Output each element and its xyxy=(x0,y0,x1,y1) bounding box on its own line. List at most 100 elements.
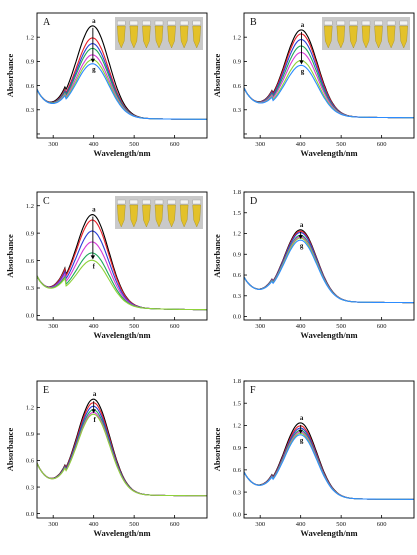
x-tick-label: 600 xyxy=(377,521,387,528)
y-tick-label: 1.2 xyxy=(26,34,34,41)
series-line-c xyxy=(37,405,207,497)
x-tick-label: 300 xyxy=(48,141,58,148)
y-tick-label: 0.9 xyxy=(26,59,34,66)
tube-cap xyxy=(324,20,333,26)
y-tick-label: 1.2 xyxy=(26,405,34,412)
plot-frame xyxy=(36,12,208,139)
series-line-e xyxy=(244,51,414,119)
x-axis-title: Wavelength/nm xyxy=(93,330,150,340)
plot-frame xyxy=(243,191,415,321)
x-tick-label: 400 xyxy=(296,521,306,528)
panel-D: 300 400 500 600 0.0 0.3 0.6 0.9 1.2 1.5 1.8 Wavelen… xyxy=(212,189,415,340)
tube-cap xyxy=(142,199,151,205)
curve-label-top: a xyxy=(93,390,97,398)
x-tick-label: 600 xyxy=(170,521,180,528)
y-tick-label: 0.6 xyxy=(233,83,242,90)
y-tick-label: 0.6 xyxy=(26,458,35,465)
tube-cap xyxy=(167,199,176,205)
x-tick-label: 400 xyxy=(89,323,99,330)
y-tick-label: 1.2 xyxy=(233,231,241,238)
tube-cap xyxy=(179,199,189,205)
curve-label-top: a xyxy=(300,221,304,229)
y-tick-label: 1.2 xyxy=(233,423,241,430)
y-tick-label: 0.3 xyxy=(26,107,34,114)
y-tick-label: 0.9 xyxy=(26,431,34,438)
series-line-b xyxy=(244,230,414,304)
tube-cap xyxy=(129,199,139,205)
y-tick-label: 0.0 xyxy=(26,511,34,518)
curves xyxy=(244,29,414,119)
x-tick-label: 500 xyxy=(129,141,139,148)
y-axis-title: Absorbance xyxy=(212,54,222,98)
tube-cap xyxy=(129,20,139,26)
y-axis-title: Absorbance xyxy=(212,234,222,278)
series-line-d xyxy=(244,45,414,119)
panel-letter: D xyxy=(250,196,257,207)
x-tick-label: 500 xyxy=(336,141,346,148)
series-line-e xyxy=(244,431,414,500)
y-tick-label: 1.8 xyxy=(233,378,241,385)
y-tick-label: 0.6 xyxy=(233,272,242,279)
tube-body xyxy=(324,25,333,49)
tube-body xyxy=(167,204,176,228)
series-line-f xyxy=(37,413,207,497)
x-tick-label: 300 xyxy=(255,141,265,148)
y-tick-label: 0.9 xyxy=(233,445,241,452)
x-tick-label: 400 xyxy=(296,323,306,330)
series-line-d xyxy=(244,234,414,304)
y-tick-label: 0.6 xyxy=(26,258,35,265)
tube-cap xyxy=(117,20,126,26)
tube-cap xyxy=(154,199,164,205)
plot-frame xyxy=(36,191,208,321)
curves xyxy=(244,229,414,304)
series-line-f xyxy=(37,259,207,311)
series-line-g xyxy=(37,63,207,120)
curve-label-bottom: g xyxy=(300,242,304,250)
y-tick-label: 0.9 xyxy=(233,251,241,258)
panel-A: 300 400 500 600 0.3 0.6 0.9 1.2 Wavelength/nm Abs… xyxy=(5,12,208,158)
panel-letter: B xyxy=(250,17,257,28)
y-tick-label: 0.3 xyxy=(26,484,34,491)
tube-cap xyxy=(192,199,201,205)
x-tick-label: 400 xyxy=(89,521,99,528)
curves xyxy=(37,25,207,120)
curve-label-bottom: f xyxy=(93,262,96,270)
series-line-a xyxy=(37,398,207,497)
tube-photo-inset xyxy=(115,196,203,229)
tube-body xyxy=(129,25,139,49)
series-line-e xyxy=(37,411,207,497)
x-axis-title: Wavelength/nm xyxy=(300,148,357,158)
y-tick-label: 0.0 xyxy=(26,313,34,320)
x-tick-label: 600 xyxy=(377,323,387,330)
series-line-b xyxy=(244,425,414,500)
x-tick-label: 600 xyxy=(377,141,387,148)
series-line-f xyxy=(244,432,414,500)
tube-cap xyxy=(142,20,151,26)
tube-cap xyxy=(399,20,408,26)
trend-arrow-head xyxy=(299,60,304,65)
tube-cap xyxy=(154,20,164,26)
panel-letter: C xyxy=(43,196,50,207)
y-tick-label: 1.8 xyxy=(233,189,241,196)
tube-body xyxy=(154,25,164,49)
series-line-e xyxy=(37,54,207,120)
curve-label-bottom: g xyxy=(300,437,304,445)
tube-cap xyxy=(192,20,201,26)
y-tick-label: 0.3 xyxy=(26,285,34,292)
curve-label-top: a xyxy=(92,17,96,25)
series-line-f xyxy=(244,237,414,304)
curve-label-bottom: f xyxy=(93,416,96,424)
y-tick-label: 0.6 xyxy=(233,467,242,474)
x-tick-label: 300 xyxy=(48,521,58,528)
panel-letter: F xyxy=(250,385,256,396)
tube-body xyxy=(192,204,201,228)
x-tick-label: 500 xyxy=(129,521,139,528)
tube-photo-inset xyxy=(322,17,410,50)
series-line-f xyxy=(244,59,414,119)
y-tick-label: 1.5 xyxy=(233,210,241,217)
x-tick-label: 500 xyxy=(336,521,346,528)
x-axis-title: Wavelength/nm xyxy=(93,148,150,158)
tube-cap xyxy=(374,20,383,26)
tube-body xyxy=(142,25,151,49)
x-tick-label: 500 xyxy=(336,323,346,330)
